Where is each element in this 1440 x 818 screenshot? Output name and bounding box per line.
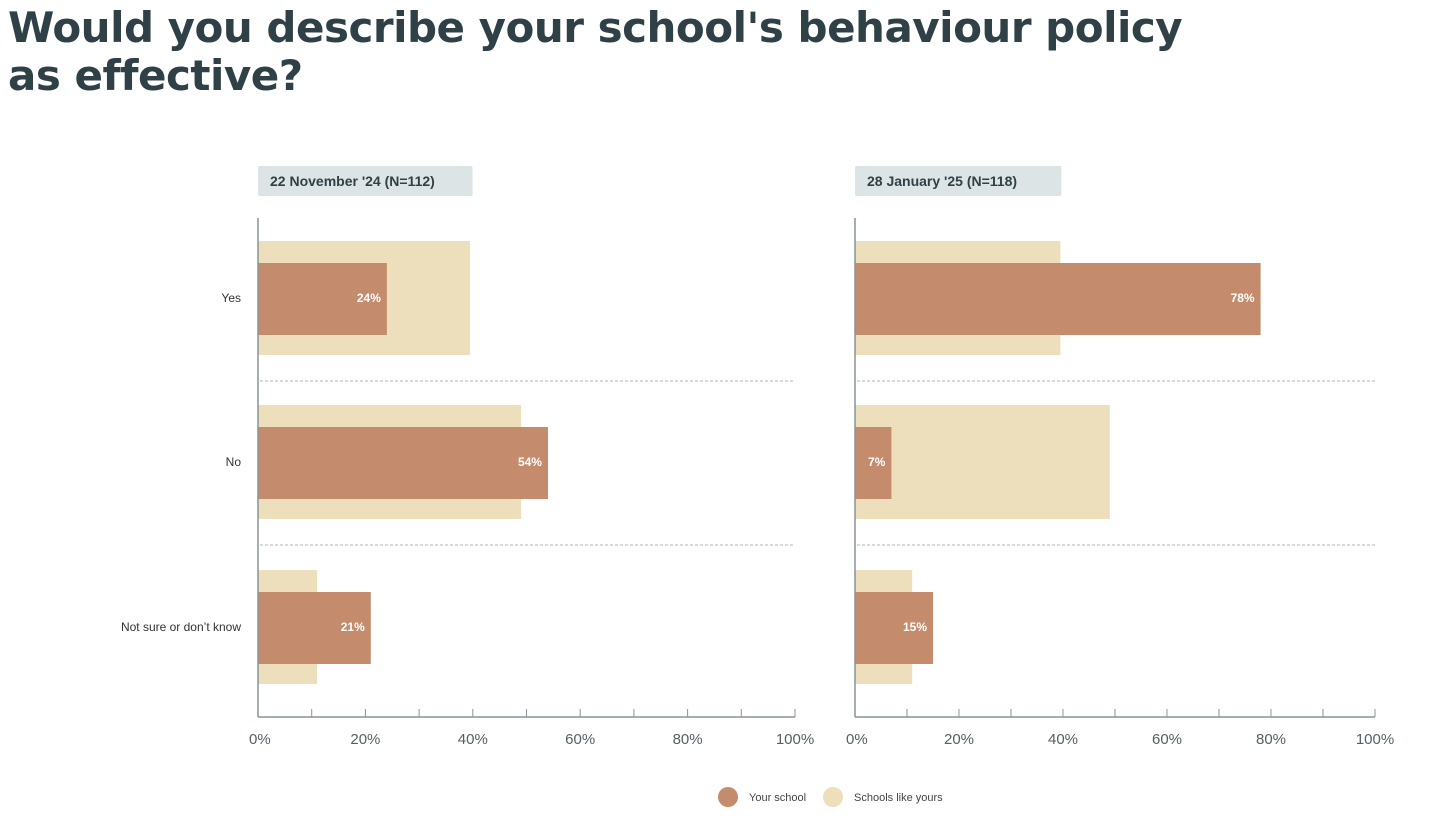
x-tick-label: 100% (776, 731, 814, 748)
bar-your-school (258, 263, 387, 335)
bar-your-school (855, 263, 1261, 335)
x-tick-label: 20% (350, 731, 380, 748)
x-tick-label: 40% (1048, 731, 1078, 748)
x-tick-label: 100% (1356, 731, 1394, 748)
x-tick-label: 0% (846, 731, 868, 748)
x-tick-label: 0% (249, 731, 271, 748)
legend-label-your-school: Your school (749, 792, 806, 804)
x-tick-label: 80% (1256, 731, 1286, 748)
legend-swatch-schools-like-yours (823, 787, 843, 807)
panel-title-box (258, 166, 473, 196)
x-tick-label: 80% (673, 731, 703, 748)
bar-your-school (855, 592, 933, 664)
x-tick-label: 60% (565, 731, 595, 748)
bar-your-school (258, 427, 548, 499)
category-label: No (226, 455, 242, 469)
x-tick-label: 60% (1152, 731, 1182, 748)
data-label: 21% (341, 620, 365, 634)
legend-swatch-your-school (718, 787, 738, 807)
panel-title: 22 November '24 (N=112) (270, 173, 435, 189)
x-tick-label: 40% (458, 731, 488, 748)
data-label: 15% (903, 620, 927, 634)
bar-your-school (258, 592, 371, 664)
panel-title-box (855, 166, 1062, 196)
data-label: 7% (868, 455, 886, 469)
x-tick-label: 20% (944, 731, 974, 748)
category-label: Not sure or don’t know (121, 620, 241, 634)
data-label: 24% (357, 291, 381, 305)
bar-schools-like-yours (855, 405, 1110, 519)
category-label: Yes (221, 291, 241, 305)
page-title: Would you describe your school's behavio… (8, 3, 1183, 100)
data-label: 54% (518, 455, 542, 469)
data-label: 78% (1231, 291, 1255, 305)
legend-label-schools-like-yours: Schools like yours (854, 792, 943, 804)
bar-your-school (855, 427, 892, 499)
panel-title: 28 January '25 (N=118) (867, 173, 1017, 189)
